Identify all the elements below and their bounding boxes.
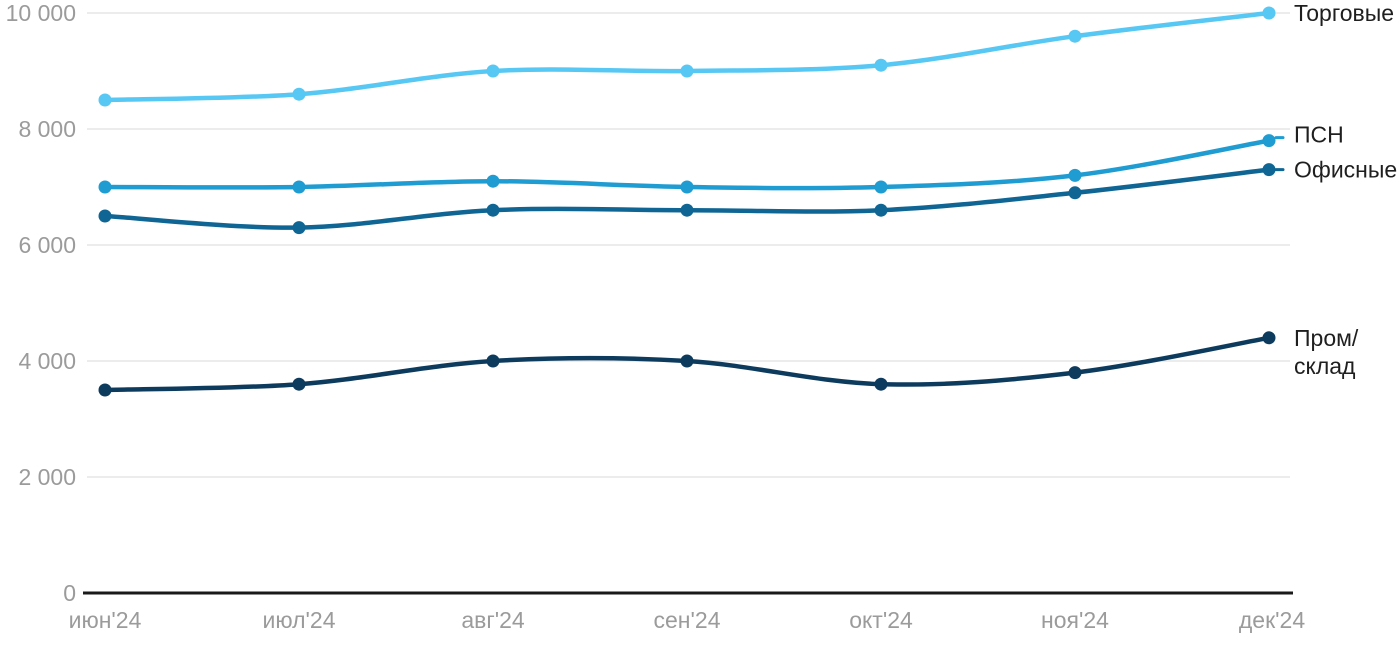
series-end-label-prom-sklad: склад: [1294, 353, 1356, 379]
data-point-ofisnye-4[interactable]: [874, 203, 888, 217]
y-tick-label: 10 000: [6, 0, 76, 26]
data-point-torgovye-2[interactable]: [486, 64, 500, 78]
data-point-prom-sklad-5[interactable]: [1068, 366, 1082, 380]
data-point-prom-sklad-3[interactable]: [680, 354, 694, 368]
x-tick-label: ноя'24: [1041, 607, 1109, 633]
data-point-torgovye-4[interactable]: [874, 58, 888, 72]
data-point-psn-1[interactable]: [292, 180, 306, 194]
y-tick-label: 8 000: [18, 116, 76, 142]
series-end-label-psn: ПСН: [1294, 122, 1344, 148]
data-point-ofisnye-2[interactable]: [486, 203, 500, 217]
data-point-prom-sklad-6[interactable]: [1262, 331, 1276, 345]
data-point-prom-sklad-1[interactable]: [292, 377, 306, 391]
data-point-prom-sklad-2[interactable]: [486, 354, 500, 368]
data-point-prom-sklad-4[interactable]: [874, 377, 888, 391]
data-point-psn-0[interactable]: [98, 180, 112, 194]
y-tick-label: 6 000: [18, 232, 76, 258]
series-line-torgovye: [102, 10, 1272, 103]
x-tick-label: июл'24: [263, 607, 336, 633]
series-end-label-torgovye: Торговые: [1294, 0, 1394, 26]
x-tick-label: сен'24: [654, 607, 721, 633]
data-point-torgovye-1[interactable]: [292, 87, 306, 101]
data-point-torgovye-0[interactable]: [98, 93, 112, 107]
data-point-torgovye-6[interactable]: [1262, 6, 1276, 20]
y-tick-label: 2 000: [18, 464, 76, 490]
data-point-ofisnye-5[interactable]: [1068, 186, 1082, 200]
x-tick-label: авг'24: [461, 607, 525, 633]
y-tick-label: 4 000: [18, 348, 76, 374]
data-point-psn-6[interactable]: [1262, 134, 1276, 148]
data-point-ofisnye-0[interactable]: [98, 209, 112, 223]
y-tick-label: 0: [63, 580, 76, 606]
data-point-psn-5[interactable]: [1068, 168, 1082, 182]
data-point-torgovye-3[interactable]: [680, 64, 694, 78]
series-line-ofisnye: [102, 167, 1272, 230]
x-tick-label: июн'24: [69, 607, 142, 633]
data-point-psn-2[interactable]: [486, 174, 500, 188]
data-point-torgovye-5[interactable]: [1068, 29, 1082, 43]
series-end-label-ofisnye: Офисные: [1294, 157, 1397, 183]
data-point-ofisnye-6[interactable]: [1262, 163, 1276, 177]
data-point-psn-4[interactable]: [874, 180, 888, 194]
data-point-ofisnye-3[interactable]: [680, 203, 694, 217]
data-point-psn-3[interactable]: [680, 180, 694, 194]
x-tick-label: дек'24: [1239, 607, 1305, 633]
series-end-label-prom-sklad: Пром/: [1294, 325, 1359, 351]
data-point-ofisnye-1[interactable]: [292, 221, 306, 235]
x-tick-label: окт'24: [849, 607, 913, 633]
data-point-prom-sklad-0[interactable]: [98, 383, 112, 397]
